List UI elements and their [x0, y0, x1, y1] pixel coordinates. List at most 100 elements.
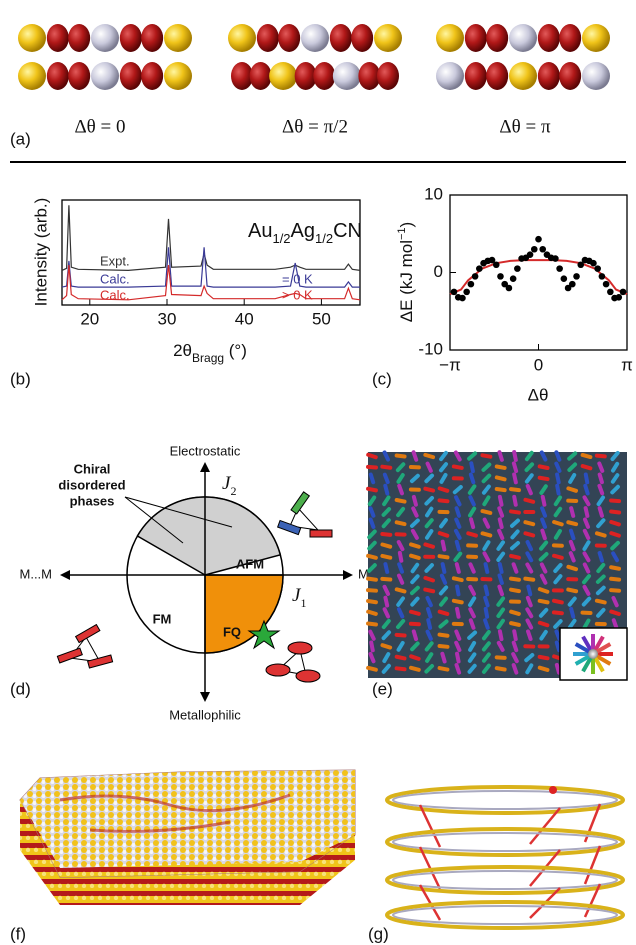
y-tick-label: -10: [418, 339, 443, 358]
spin-arrow: [481, 473, 492, 484]
spin-arrow: [566, 486, 579, 493]
spin-arrow: [609, 588, 622, 593]
data-point: [573, 273, 580, 280]
spin-arrow: [538, 607, 549, 618]
atom: [537, 24, 560, 52]
spin-arrow: [411, 629, 419, 642]
spin-arrow: [567, 462, 578, 472]
spin-arrow: [409, 473, 420, 484]
spin-arrow: [596, 562, 606, 574]
spin-arrow: [467, 652, 477, 663]
spin-arrow: [510, 518, 520, 528]
caption: Δθ = π: [499, 116, 551, 137]
spin-arrow: [454, 495, 462, 507]
spin-arrow: [467, 663, 477, 674]
atom: [231, 62, 253, 90]
spin-arrow: [580, 610, 593, 616]
pointer: [124, 496, 233, 528]
spin-arrow: [609, 609, 621, 617]
spin-arrow: [594, 598, 607, 605]
axis-label: Electrostatic: [170, 443, 241, 458]
spin-arrow: [482, 551, 491, 563]
domain-wall: [59, 793, 291, 833]
chiral-region: [136, 496, 282, 576]
spin-arrow: [437, 486, 450, 493]
wheel-arrow: [593, 652, 613, 656]
spin-arrow: [523, 497, 536, 504]
atom: [278, 24, 301, 52]
atom: [486, 62, 509, 90]
atom: [559, 62, 582, 90]
spin-arrow: [481, 630, 491, 641]
spin-arrow: [566, 587, 579, 594]
spin-arrow: [409, 585, 420, 596]
atom: [464, 62, 487, 90]
spin-arrow: [423, 486, 436, 493]
spin-arrow: [394, 520, 407, 527]
spin-arrow: [611, 595, 619, 608]
spin-arrow: [569, 606, 576, 619]
data-point: [539, 245, 547, 253]
spin-arrow: [424, 518, 434, 529]
spin-arrow: [424, 495, 435, 506]
spin-arrow: [453, 450, 462, 462]
spin-arrow: [509, 609, 521, 616]
spin-arrow: [595, 574, 606, 584]
spin-arrow: [524, 652, 535, 663]
data-point: [577, 261, 585, 269]
spin-arrow: [494, 475, 507, 482]
legend-label: Expt.: [100, 253, 130, 268]
spin-arrow: [381, 618, 391, 630]
spin-arrow: [610, 484, 620, 495]
spin-arrow: [596, 518, 606, 529]
spin-arrow: [594, 621, 607, 627]
atom: [228, 24, 256, 52]
axis-label: Metallophilic: [169, 707, 241, 722]
spin-arrow: [468, 640, 477, 652]
spin-arrow: [423, 452, 436, 460]
spin-arrow: [523, 531, 536, 538]
spin-arrow: [610, 473, 620, 484]
spin-arrow: [451, 576, 464, 583]
atom: [329, 24, 352, 52]
data-point: [607, 288, 614, 296]
panel-label: (a): [10, 129, 31, 148]
spin-arrow: [539, 484, 548, 495]
x-axis-label: 2θBragg (°): [173, 341, 247, 365]
data-point: [615, 294, 623, 301]
spin-arrow: [438, 619, 449, 629]
spin-arrow: [552, 519, 564, 527]
region-label: FM: [153, 611, 172, 626]
spin-arrow: [409, 609, 421, 616]
spin-arrow: [583, 472, 590, 485]
spin-arrow: [496, 596, 506, 607]
spin-arrow: [497, 629, 504, 642]
x-tick-label: 0: [534, 355, 543, 374]
spin-arrow: [553, 528, 562, 540]
spin-arrow: [582, 562, 591, 574]
spin-arrow: [396, 596, 405, 607]
y-tick-label: 0: [434, 262, 443, 281]
pointer: [124, 496, 184, 544]
spin-arrow: [397, 483, 404, 496]
spin-arrow: [381, 507, 392, 517]
spin-arrow: [409, 518, 420, 528]
spin-arrow: [368, 506, 376, 518]
spin-arrow: [567, 596, 577, 607]
spin-arrow: [525, 618, 534, 630]
spin-arrow: [594, 531, 607, 538]
spin-arrow: [424, 563, 434, 573]
spin-arrow: [537, 654, 550, 661]
spin-arrow: [423, 587, 436, 594]
panel-label: (d): [10, 679, 31, 698]
spin-arrow: [451, 621, 464, 627]
spin-arrow: [437, 498, 450, 504]
spin-arrow: [582, 618, 591, 630]
spin-arrow: [467, 484, 477, 495]
spin-arrow: [539, 450, 548, 462]
data-point: [471, 273, 479, 280]
spin-arrow: [539, 573, 548, 585]
spin-arrow: [481, 641, 491, 652]
spin-arrow: [466, 531, 478, 538]
spin-arrow: [511, 461, 519, 474]
